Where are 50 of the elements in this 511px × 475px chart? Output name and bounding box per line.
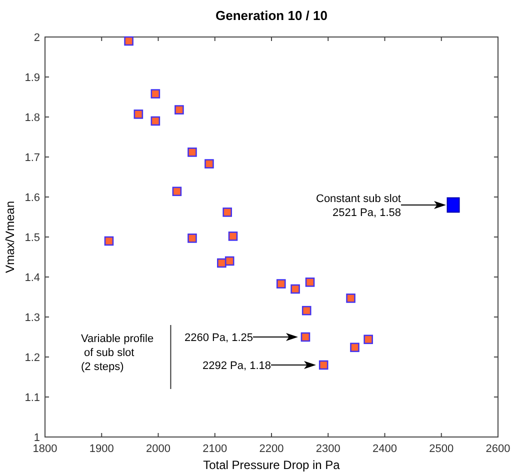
- point: [446, 197, 460, 213]
- x-tick-label: 2500: [429, 443, 454, 455]
- point: [346, 294, 356, 303]
- point: [350, 342, 360, 352]
- point: [204, 159, 214, 168]
- chart-title: Generation 10 / 10: [216, 8, 328, 23]
- point: [188, 148, 197, 157]
- annotation: 2292 Pa, 1.18: [202, 360, 271, 372]
- point: [124, 36, 134, 46]
- point: [318, 360, 328, 370]
- point: [134, 110, 144, 119]
- y-tick-label: 1.1: [24, 392, 40, 404]
- point: [228, 232, 238, 241]
- x-tick-label: 2300: [316, 443, 340, 455]
- annotation: 2260 Pa, 1.25: [184, 332, 253, 344]
- y-tick-label: 1.8: [24, 112, 40, 124]
- y-tick-label: 1.6: [24, 192, 40, 204]
- x-tick-label: 2000: [146, 443, 170, 455]
- point: [290, 284, 300, 294]
- annotation: Constant sub slot 2521 Pa, 1.58: [316, 193, 401, 219]
- x-tick-label: 1800: [32, 443, 58, 455]
- y-tick-label: 2: [34, 32, 40, 44]
- point: [104, 236, 114, 246]
- y-tick-label: 1: [34, 432, 40, 444]
- point: [222, 208, 232, 217]
- point: [172, 186, 182, 196]
- y-tick-label: 1.5: [24, 232, 40, 244]
- x-tick-label: 2400: [372, 443, 397, 455]
- y-tick-label: 1.7: [24, 152, 40, 164]
- x-axis-title: Total Pressure Drop in Pa: [203, 458, 340, 472]
- x-tick-label: 2100: [202, 443, 228, 455]
- point: [276, 279, 286, 288]
- point: [150, 116, 160, 126]
- x-tick-label: 2600: [486, 443, 510, 455]
- y-axis-title: Vmax/Vmean: [3, 200, 17, 274]
- point: [300, 332, 310, 342]
- x-tick-label: 2200: [259, 443, 284, 455]
- annotation: Variable profile of sub slot (2 steps): [81, 333, 154, 373]
- y-tick-label: 1.9: [24, 72, 40, 84]
- y-tick-label: 1.3: [24, 312, 40, 324]
- x-tick-label: 1900: [89, 443, 114, 455]
- point: [224, 256, 234, 266]
- y-tick-label: 1.2: [24, 352, 40, 364]
- point: [150, 89, 160, 98]
- point: [188, 234, 197, 243]
- point: [302, 306, 312, 316]
- point: [305, 278, 315, 287]
- point: [364, 334, 373, 344]
- point: [174, 105, 184, 114]
- y-tick-label: 1.4: [24, 272, 40, 284]
